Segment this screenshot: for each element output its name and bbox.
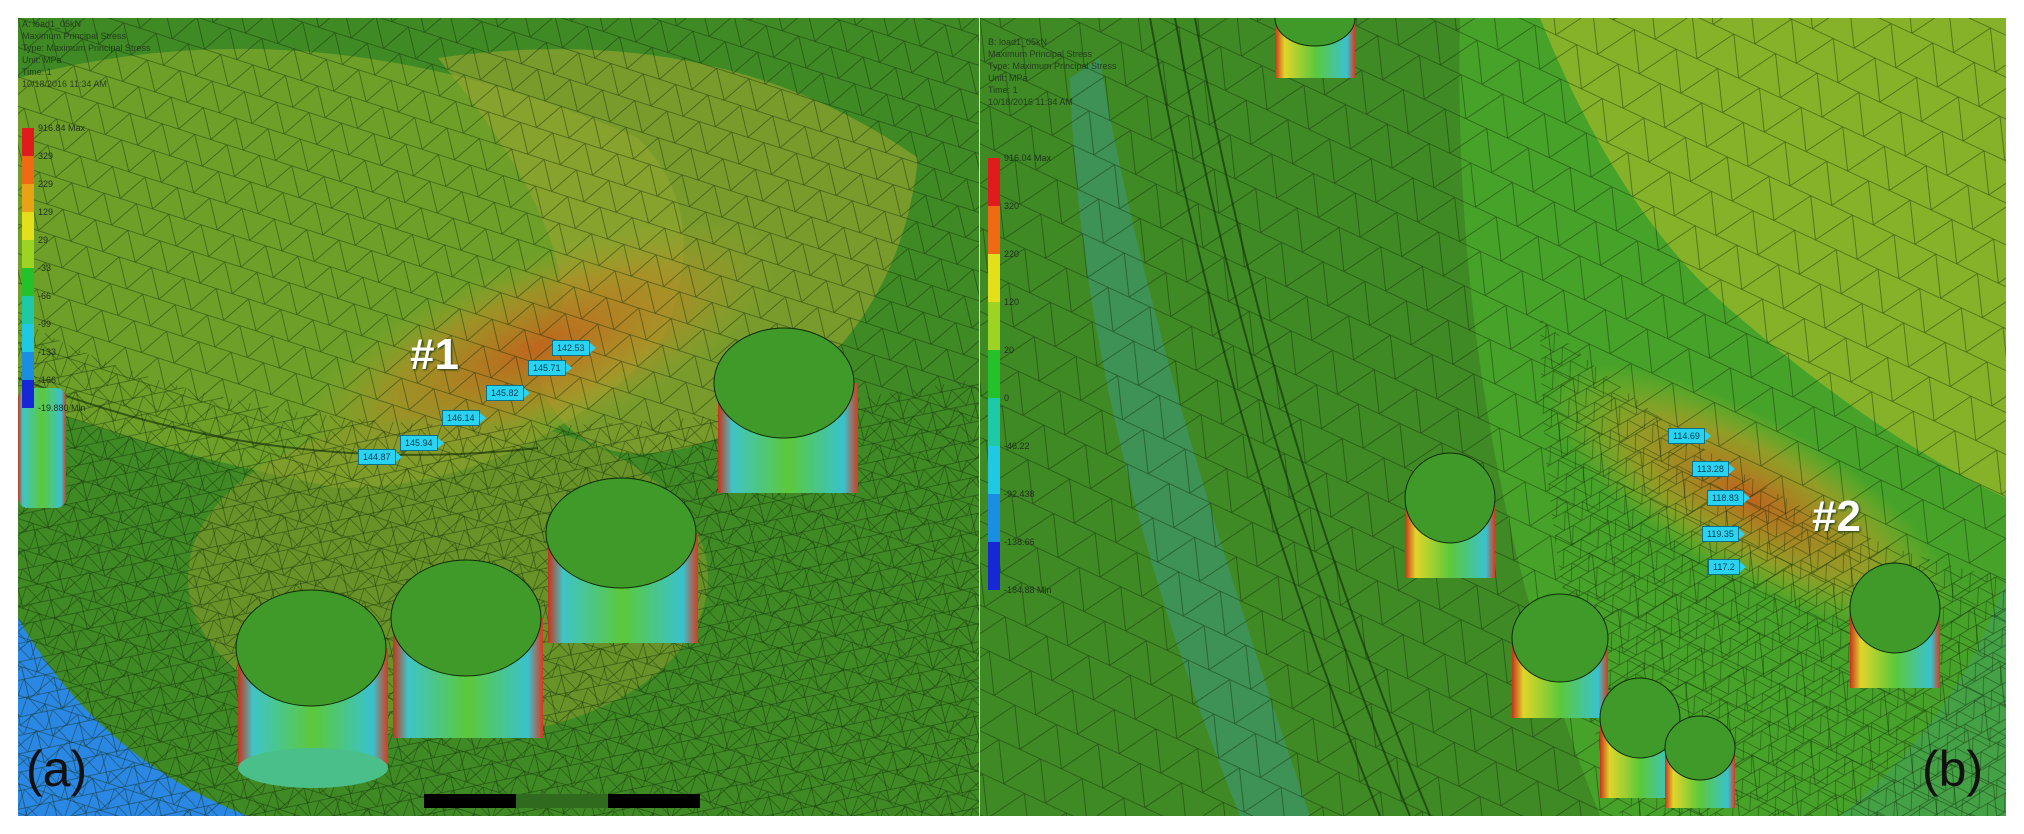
fea-mesh-render-a [18, 18, 979, 816]
legend-tick: 229 [38, 179, 54, 189]
bolt-cylinders-b [1274, 18, 1941, 808]
probe-label: 118.83 [1707, 490, 1750, 506]
legend-color-bar [22, 128, 34, 408]
panel-divider [978, 18, 980, 816]
legend-tick: 320 [1004, 201, 1020, 211]
legend-tick: 329 [38, 151, 54, 161]
probe-label: 114.69 [1668, 428, 1711, 444]
probe-label: 113.28 [1692, 461, 1735, 477]
result-header-b: B: load1_05kN Maximum Principal Stress T… [988, 37, 1117, 107]
legend-tick: -166 [38, 375, 57, 385]
hotspot-label-2: #2 [1812, 492, 1861, 541]
panel-letter-a: (a) [26, 741, 88, 797]
bolt-cylinders-a [18, 327, 858, 788]
legend-tick: -133 [38, 347, 57, 357]
legend-max-label: 916.84 Max [38, 123, 86, 133]
probe-label: 117.2 [1708, 559, 1746, 575]
legend-tick: -66 [38, 291, 52, 301]
legend-tick: -46.22 [1004, 441, 1030, 451]
legend-min-label: -19.880 Min [38, 403, 86, 413]
legend-tick: 129 [38, 207, 54, 217]
probe-label: 144.87 [358, 449, 401, 465]
legend-min-label: -184.88 Min [1004, 585, 1052, 595]
legend-max-label: 916.04 Max [1004, 153, 1052, 163]
probe-label: 119.35 [1702, 526, 1745, 542]
legend-tick: 29 [38, 235, 49, 245]
probe-label: 145.82 [486, 385, 529, 401]
probe-label: 146.14 [442, 410, 485, 426]
legend-tick: -33 [38, 263, 52, 273]
scale-bar-segment [608, 794, 700, 808]
hotspot-label-1: #1 [410, 330, 459, 379]
scale-bar-segment [424, 794, 516, 808]
probe-label: 145.71 [528, 360, 571, 376]
legend-tick: -138.66 [1004, 537, 1035, 547]
legend-color-bar [988, 158, 1000, 590]
panel-b: B: load1_05kN Maximum Principal Stress T… [980, 18, 2006, 816]
fea-mesh-render-b [980, 18, 2006, 816]
scale-bar-segment [516, 794, 608, 808]
panel-letter-b: (b) [1922, 741, 1984, 797]
panel-a: A: load1_05kN Maximum Principal Stress T… [18, 18, 979, 816]
result-header-a: A: load1_05kN Maximum Principal Stress T… [22, 19, 151, 89]
legend-tick: 220 [1004, 249, 1020, 259]
legend-tick: -99 [38, 319, 52, 329]
legend-tick: 0 [1004, 393, 1010, 403]
probe-label: 145.94 [400, 435, 443, 451]
legend-tick: -92.438 [1004, 489, 1035, 499]
probe-label: 142.53 [552, 340, 595, 356]
legend-tick: 120 [1004, 297, 1020, 307]
legend-tick: 20 [1004, 345, 1015, 355]
